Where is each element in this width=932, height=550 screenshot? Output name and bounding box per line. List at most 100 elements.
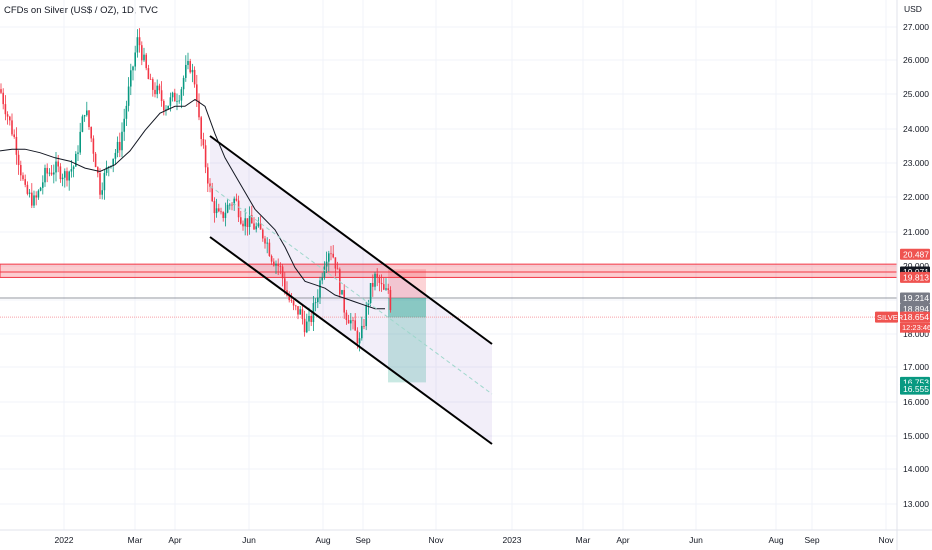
candle-body bbox=[248, 215, 251, 228]
candle-body bbox=[97, 167, 99, 174]
candle-body bbox=[55, 161, 57, 173]
candle-body bbox=[167, 105, 169, 110]
candle-body bbox=[354, 320, 356, 331]
symbol-tag-label: SILVER bbox=[877, 313, 904, 322]
candle-body bbox=[284, 278, 286, 291]
price-tag-box bbox=[900, 292, 930, 304]
candle-body bbox=[11, 120, 13, 135]
candle-body bbox=[123, 118, 125, 132]
candle-body bbox=[94, 153, 97, 168]
candle-body bbox=[334, 257, 337, 269]
candle-body bbox=[317, 297, 319, 303]
candle-body bbox=[0, 89, 2, 93]
candle-body bbox=[308, 315, 310, 322]
price-tag-label: 19.214 bbox=[903, 293, 929, 303]
candle-body bbox=[306, 321, 308, 333]
candle-body bbox=[352, 320, 354, 322]
y-tick-label: 18.000 bbox=[903, 329, 929, 339]
candle-body bbox=[242, 223, 244, 227]
candle-body bbox=[53, 172, 55, 175]
candle-body bbox=[22, 175, 24, 180]
candle-body bbox=[182, 77, 185, 90]
candle-body bbox=[323, 266, 326, 278]
candle-body bbox=[380, 282, 383, 285]
candle-body bbox=[191, 69, 194, 73]
y-tick-label: 15.000 bbox=[903, 431, 929, 441]
price-tags: 20.48719.97119.81319.21418.89418.65416.7… bbox=[875, 248, 931, 395]
candle-body bbox=[361, 325, 363, 339]
candle-body bbox=[130, 70, 132, 87]
candle-body bbox=[319, 280, 321, 298]
candle-body bbox=[198, 100, 200, 118]
y-tick-label: 14.000 bbox=[903, 464, 929, 474]
candle-body bbox=[187, 61, 189, 65]
candle-body bbox=[275, 263, 277, 266]
candle-body bbox=[70, 169, 73, 172]
x-tick-label: Nov bbox=[878, 535, 894, 545]
resistance-zone bbox=[0, 263, 898, 278]
candle-body bbox=[149, 79, 152, 80]
price-tag-box bbox=[900, 383, 930, 395]
candle-body bbox=[48, 172, 51, 174]
candle-body bbox=[81, 116, 84, 132]
y-tick-label: 21.000 bbox=[903, 227, 929, 237]
candle-body bbox=[92, 138, 95, 154]
candle-body bbox=[200, 117, 202, 140]
candle-body bbox=[330, 253, 332, 255]
y-tick-label: 22.000 bbox=[903, 192, 929, 202]
candle-body bbox=[314, 302, 317, 304]
candle-body bbox=[103, 172, 106, 191]
candle-body bbox=[171, 92, 174, 98]
candle-body bbox=[231, 204, 233, 206]
candle-body bbox=[358, 338, 361, 344]
candle-body bbox=[209, 183, 211, 187]
overlay bbox=[0, 98, 493, 445]
y-tick-label: 23.000 bbox=[903, 158, 929, 168]
candle-body bbox=[72, 166, 75, 170]
candle-body bbox=[138, 37, 141, 46]
stop-loss-zone bbox=[388, 269, 426, 298]
chart-title: CFDs on Silver (US$ / OZ), 1D, TVC bbox=[4, 5, 158, 16]
candle-body bbox=[237, 200, 240, 218]
x-tick-label: Jun bbox=[242, 535, 256, 545]
candle-body bbox=[163, 100, 165, 111]
x-tick-label: Apr bbox=[168, 535, 181, 545]
candle-body bbox=[321, 277, 323, 281]
candle-body bbox=[119, 141, 121, 151]
candle-body bbox=[211, 186, 213, 202]
y-tick-label: 20.000 bbox=[903, 261, 929, 271]
candle-body bbox=[270, 255, 273, 262]
candle-body bbox=[46, 167, 48, 174]
candle-body bbox=[134, 52, 136, 67]
candle-body bbox=[37, 190, 40, 198]
candle-body bbox=[114, 152, 117, 159]
candle-body bbox=[259, 223, 262, 230]
candle-body bbox=[297, 306, 299, 315]
candle-body bbox=[332, 253, 334, 258]
candle-body bbox=[222, 211, 224, 219]
x-tick-label: Nov bbox=[428, 535, 444, 545]
candle-body bbox=[385, 288, 387, 290]
price-tag-label: 20.487 bbox=[903, 249, 929, 259]
channel-lower-line bbox=[209, 236, 493, 445]
candle-body bbox=[213, 201, 216, 214]
candle-body bbox=[218, 208, 220, 212]
candle-body bbox=[389, 290, 392, 311]
candle-body bbox=[156, 85, 158, 95]
candle-body bbox=[39, 187, 42, 191]
candle-body bbox=[347, 319, 350, 324]
candle-body bbox=[299, 309, 301, 315]
x-tick-label: Sep bbox=[804, 535, 819, 545]
candle-body bbox=[178, 100, 180, 102]
candle-body bbox=[28, 192, 31, 194]
x-tick-label: Sep bbox=[355, 535, 370, 545]
x-tick-label: Aug bbox=[768, 535, 783, 545]
candle-body bbox=[169, 97, 172, 106]
candle-body bbox=[90, 127, 92, 139]
candle-body bbox=[165, 109, 167, 111]
candle-body bbox=[158, 85, 161, 91]
candle-body bbox=[75, 153, 77, 167]
candle-body bbox=[224, 212, 227, 219]
candle-body bbox=[83, 115, 86, 117]
